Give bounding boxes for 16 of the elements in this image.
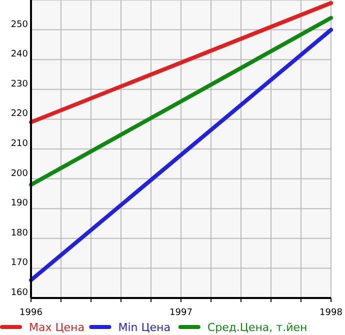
y-tick-label: 200 — [10, 168, 28, 179]
y-tick-label: 210 — [10, 139, 28, 149]
y-tick-label: 240 — [10, 50, 28, 60]
x-tick-label: 1996 — [20, 308, 43, 318]
y-tick-label: 220 — [10, 109, 28, 120]
y-tick-label: 160 — [10, 288, 28, 298]
y-tick-label: 180 — [10, 228, 28, 238]
x-tick-label: 1998 — [320, 308, 343, 318]
legend-label: Min Цена — [118, 321, 170, 334]
legend-label: Сред.Цена, т.йен — [207, 321, 308, 334]
y-tick-label: 250 — [10, 20, 28, 30]
y-tick-label: 230 — [10, 79, 28, 90]
x-tick-label: 1997 — [170, 308, 192, 318]
y-tick-label: 170 — [10, 258, 28, 268]
y-tick-label: 190 — [10, 198, 28, 209]
legend-label: Max Цена — [29, 321, 84, 334]
